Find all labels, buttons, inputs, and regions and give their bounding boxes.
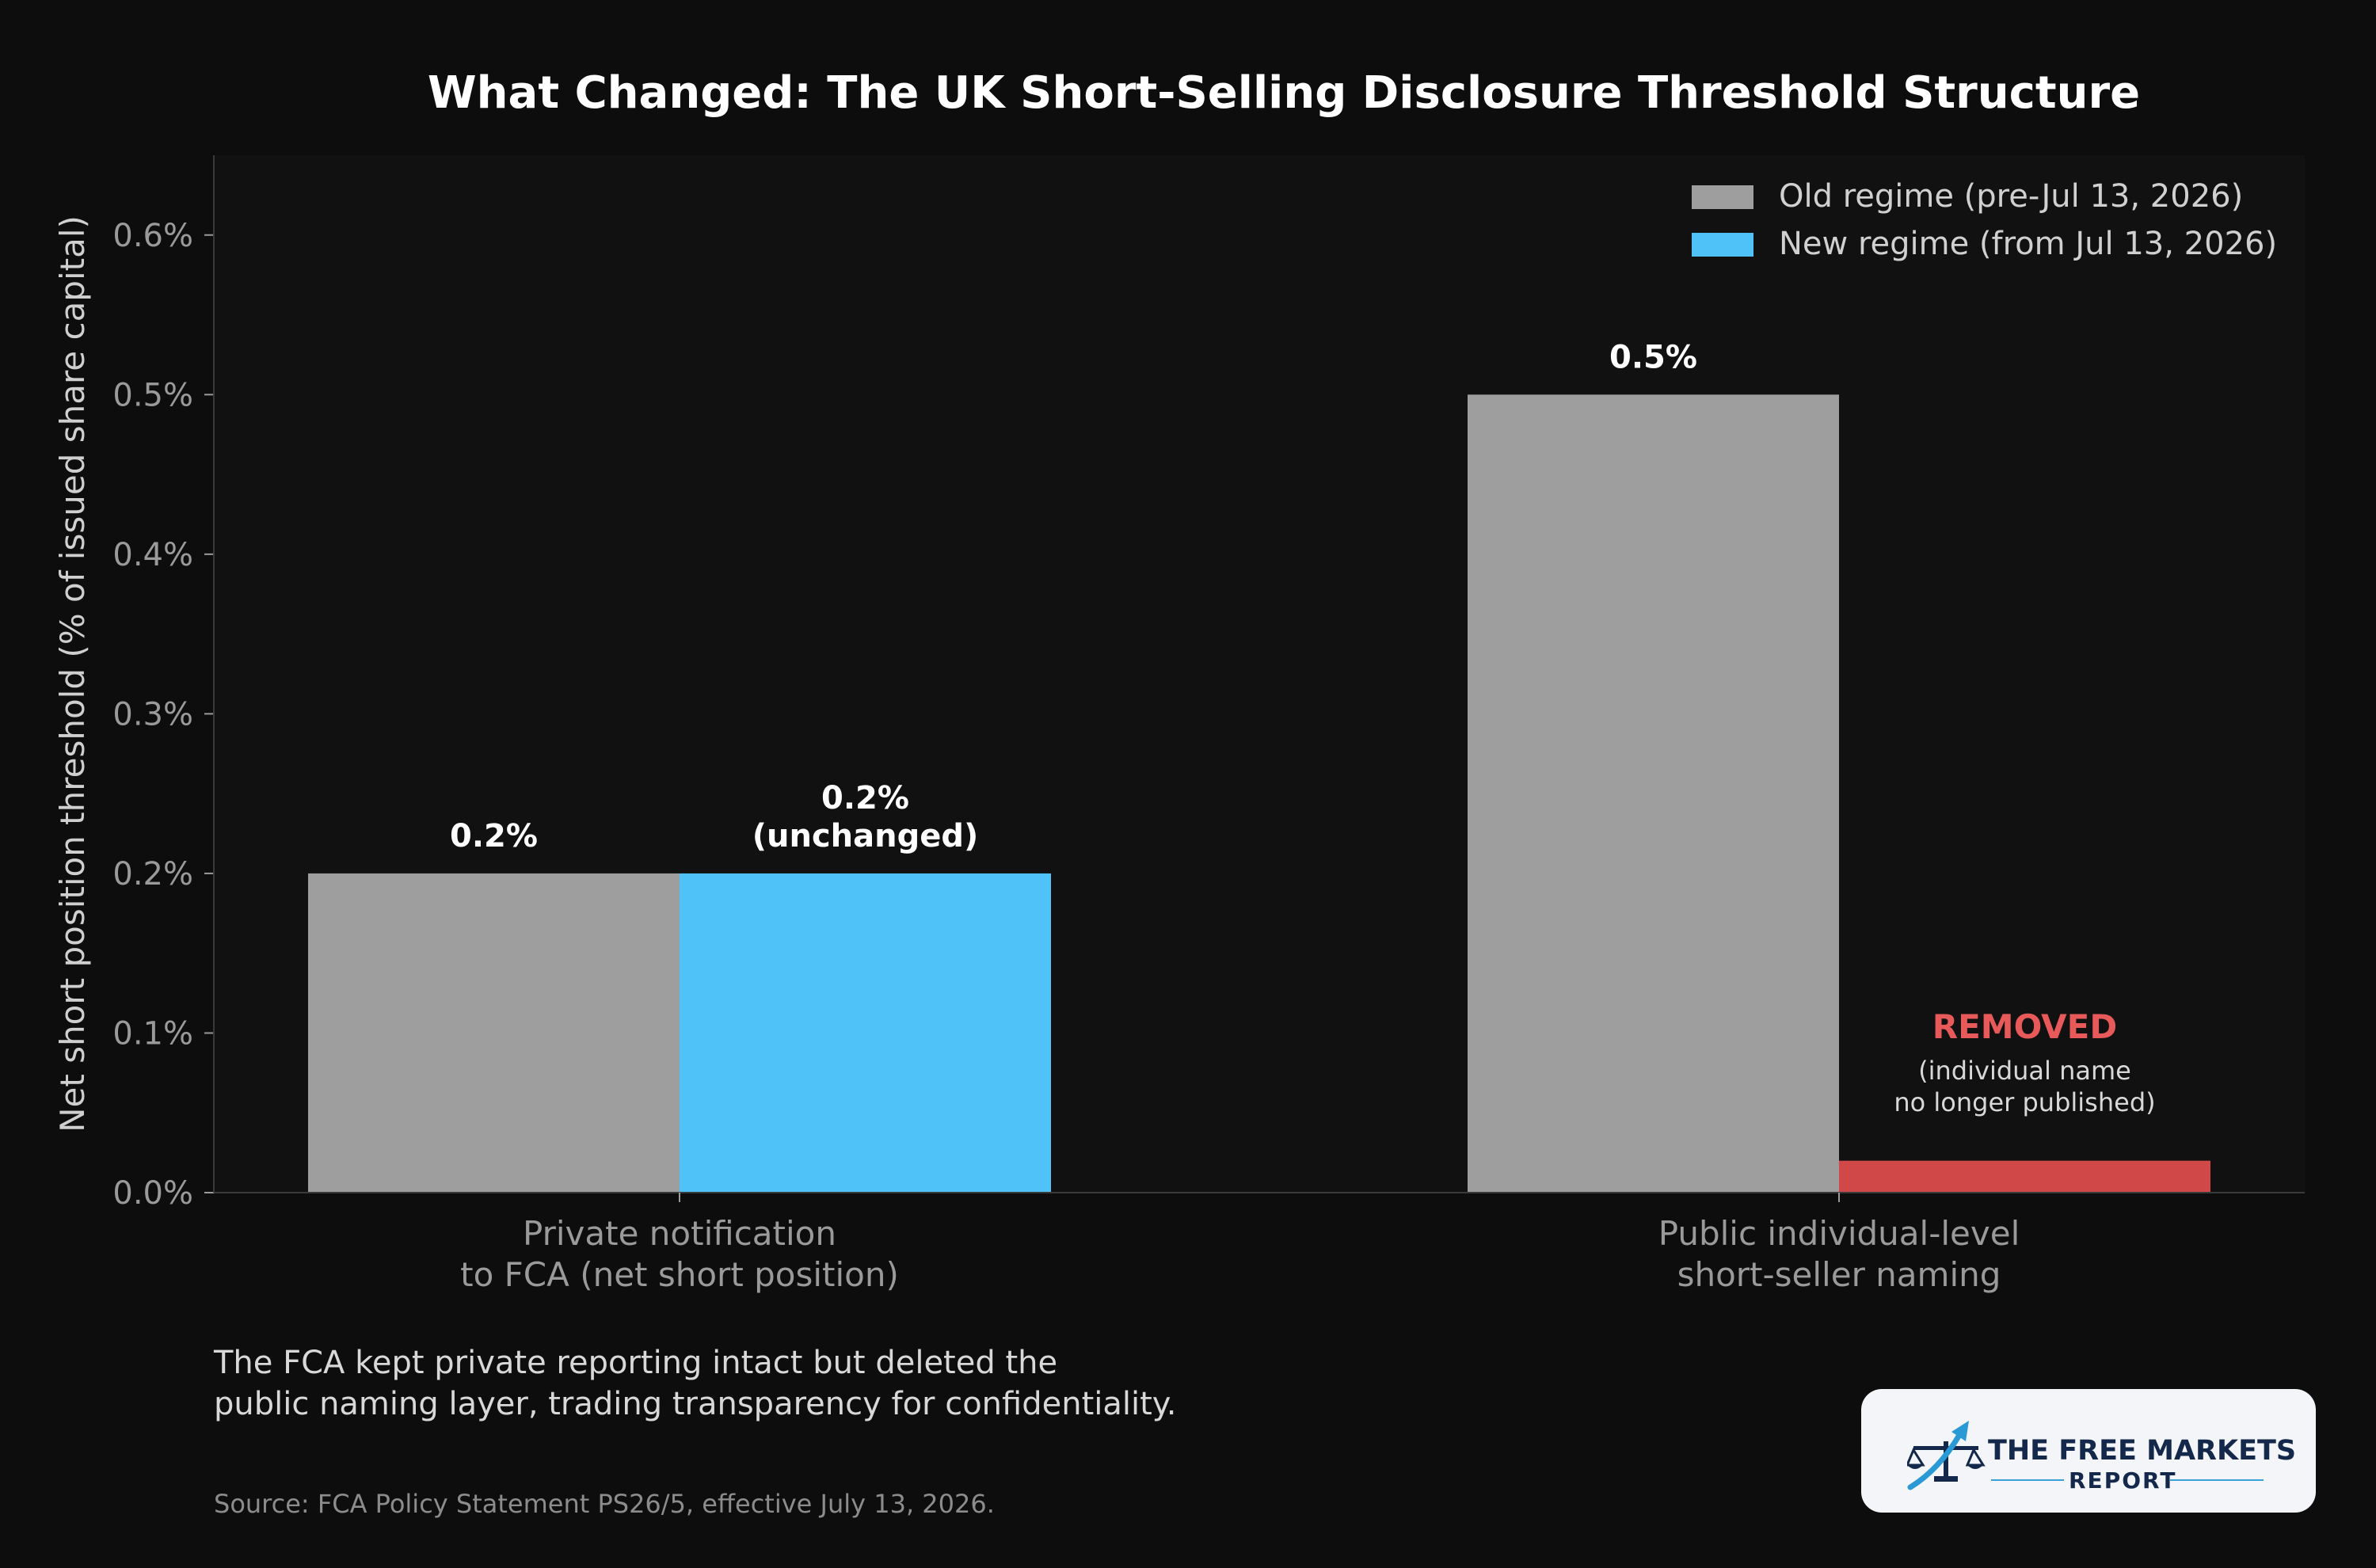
- x-tick-label: short-seller naming: [1677, 1255, 2001, 1294]
- logo-rule-right: [2170, 1479, 2264, 1481]
- x-tick-label: Public individual-level: [1658, 1214, 2020, 1253]
- y-tick-label: 0.6%: [112, 218, 193, 254]
- removed-label: REMOVED: [1932, 1007, 2117, 1046]
- removed-note: no longer published): [1894, 1087, 2155, 1117]
- chart-caption: The FCA kept private reporting intact bu…: [214, 1342, 1719, 1425]
- logo-text-line-2: REPORT: [2069, 1467, 2177, 1494]
- y-axis-label: Net short position threshold (% of issue…: [53, 215, 92, 1132]
- data-label: 0.2%: [450, 818, 538, 854]
- y-tick-label: 0.3%: [112, 696, 193, 733]
- caption-line-1: The FCA kept private reporting intact bu…: [214, 1345, 1058, 1381]
- x-tick-label: Private notification: [523, 1214, 836, 1253]
- y-tick-label: 0.1%: [112, 1015, 193, 1052]
- legend-label: New regime (from Jul 13, 2026): [1779, 226, 2277, 262]
- data-label: 0.5%: [1609, 339, 1697, 375]
- source-note: Source: FCA Policy Statement PS26/5, eff…: [214, 1489, 995, 1519]
- data-label: 0.2%: [821, 780, 909, 816]
- legend-swatch: [1692, 233, 1753, 257]
- scales-with-rising-arrow-icon: [1907, 1421, 1986, 1490]
- data-label: (unchanged): [752, 818, 979, 854]
- bar: [1468, 394, 1839, 1193]
- chart-title: What Changed: The UK Short-Selling Discl…: [428, 67, 2140, 119]
- y-tick-label: 0.0%: [112, 1175, 193, 1212]
- legend-swatch: [1692, 185, 1753, 209]
- logo-rule-left: [1991, 1479, 2064, 1481]
- bar: [680, 873, 1051, 1193]
- logo-text-line-1: THE FREE MARKETS: [1988, 1435, 2297, 1467]
- bar: [308, 873, 680, 1193]
- removed-marker-bar: [1839, 1160, 2210, 1193]
- x-tick-label: to FCA (net short position): [460, 1255, 899, 1294]
- publisher-logo: THE FREE MARKETS REPORT: [1861, 1389, 2316, 1513]
- removed-note: (individual name: [1918, 1056, 2131, 1086]
- legend-label: Old regime (pre-Jul 13, 2026): [1779, 178, 2243, 215]
- y-tick-label: 0.2%: [112, 856, 193, 892]
- y-tick-label: 0.5%: [112, 377, 193, 413]
- y-tick-label: 0.4%: [112, 537, 193, 573]
- caption-line-2: public naming layer, trading transparenc…: [214, 1386, 1177, 1422]
